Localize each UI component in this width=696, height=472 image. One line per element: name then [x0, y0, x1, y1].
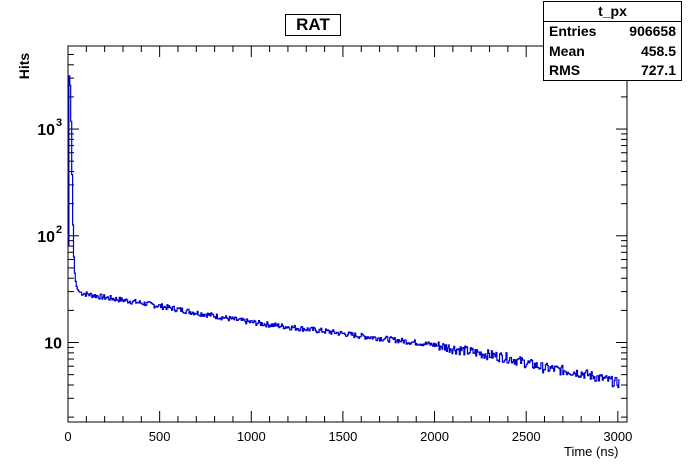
chart-title: RAT [285, 14, 341, 36]
x-tick-label: 500 [149, 429, 171, 444]
x-tick-label: 3000 [603, 429, 632, 444]
y-tick-exponent: 3 [56, 117, 62, 129]
stats-row-entries: Entries 906658 [544, 22, 681, 42]
stats-value: 906658 [629, 23, 676, 39]
y-tick-label: 10 [37, 229, 55, 246]
stats-label: RMS [549, 62, 581, 78]
stats-value: 727.1 [640, 62, 676, 78]
stats-box: t_px Entries 906658 Mean 458.5 RMS 727.1 [543, 1, 682, 81]
stats-title: t_px [544, 2, 681, 22]
x-axis-label: Time (ns) [564, 444, 619, 459]
stats-row-mean: Mean 458.5 [544, 42, 681, 62]
x-tick-label: 2000 [420, 429, 449, 444]
stats-label: Entries [549, 23, 597, 39]
stats-row-rms: RMS 727.1 [544, 61, 681, 81]
y-axis-label: Hits [16, 52, 32, 80]
x-tick-labels: 0 500 1000 1500 2000 2500 3000 [64, 429, 632, 444]
x-tick-label: 1000 [237, 429, 266, 444]
series-line [68, 75, 620, 389]
plot-frame [67, 45, 628, 423]
y-tick-label: 10 [37, 122, 55, 139]
x-tick-label: 0 [64, 429, 71, 444]
y-tick-label: 10 [44, 336, 62, 353]
stats-value: 458.5 [640, 42, 676, 59]
x-tick-label: 2500 [512, 429, 541, 444]
stats-label: Mean [549, 42, 585, 59]
y-tick-exponent: 2 [56, 224, 62, 236]
x-tick-label: 1500 [328, 429, 357, 444]
